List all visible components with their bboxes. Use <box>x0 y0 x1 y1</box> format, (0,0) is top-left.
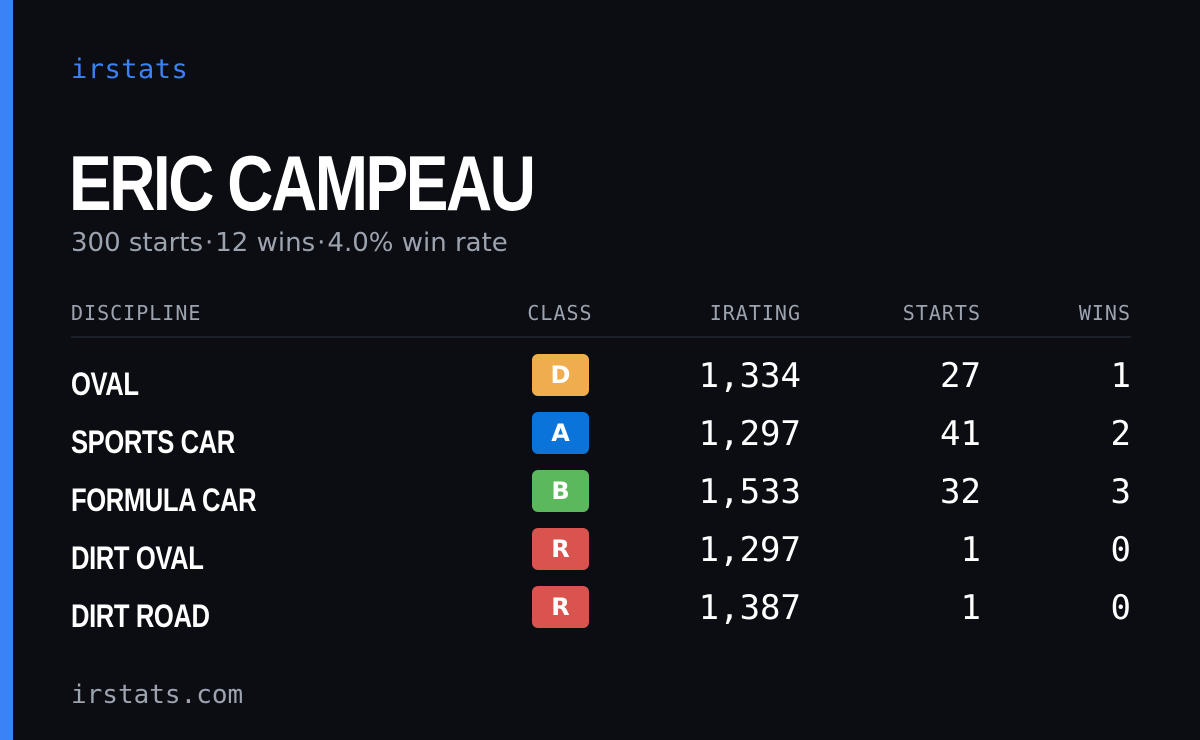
wins-value: 0 <box>1110 530 1131 570</box>
starts-value: 32 <box>940 472 981 512</box>
header-starts: STARTS <box>902 301 981 325</box>
table-header: DISCIPLINE CLASS IRATING STARTS WINS <box>71 298 1131 338</box>
header-class: CLASS <box>527 301 593 325</box>
table-row: FORMULA CAR B 1,533 32 3 <box>71 468 1131 526</box>
header-irating: IRATING <box>709 301 801 325</box>
class-badge: D <box>532 354 589 396</box>
class-badge: R <box>532 528 589 570</box>
table-row: OVAL D 1,334 27 1 <box>71 352 1131 410</box>
summary-separator: · <box>317 228 326 258</box>
table-row: DIRT OVAL R 1,297 1 0 <box>71 526 1131 584</box>
summary-separator: · <box>205 228 214 258</box>
starts-value: 1 <box>960 588 981 628</box>
starts-value: 27 <box>940 356 981 396</box>
wins-summary: 12 wins <box>215 228 316 258</box>
irating-value: 1,533 <box>698 472 801 512</box>
brand-logo-text: irstats <box>71 54 189 85</box>
class-badge: A <box>532 412 589 454</box>
header-wins: WINS <box>1078 301 1131 325</box>
wins-value: 1 <box>1110 356 1131 396</box>
discipline-name: SPORTS CAR <box>71 424 235 460</box>
footer-url: irstats.com <box>71 680 244 710</box>
header-discipline: DISCIPLINE <box>71 301 202 325</box>
irating-value: 1,297 <box>698 530 801 570</box>
wins-value: 3 <box>1110 472 1131 512</box>
wins-value: 2 <box>1110 414 1131 454</box>
starts-value: 41 <box>940 414 981 454</box>
driver-summary: 300 starts·12 wins·4.0% win rate <box>71 228 508 258</box>
starts-value: 1 <box>960 530 981 570</box>
wins-value: 0 <box>1110 588 1131 628</box>
accent-bar <box>0 0 13 740</box>
irating-value: 1,387 <box>698 588 801 628</box>
irating-value: 1,297 <box>698 414 801 454</box>
table-row: DIRT ROAD R 1,387 1 0 <box>71 584 1131 642</box>
discipline-name: OVAL <box>71 366 139 402</box>
class-badge: R <box>532 586 589 628</box>
driver-name: ERIC CAMPEAU <box>69 139 536 227</box>
discipline-name: DIRT ROAD <box>71 598 210 634</box>
discipline-name: FORMULA CAR <box>71 482 257 518</box>
class-badge: B <box>532 470 589 512</box>
discipline-name: DIRT OVAL <box>71 540 204 576</box>
win-rate-summary: 4.0% win rate <box>327 228 508 258</box>
starts-summary: 300 starts <box>71 228 203 258</box>
irating-value: 1,334 <box>698 356 801 396</box>
table-body: OVAL D 1,334 27 1 SPORTS CAR A 1,297 41 … <box>71 352 1131 642</box>
table-row: SPORTS CAR A 1,297 41 2 <box>71 410 1131 468</box>
